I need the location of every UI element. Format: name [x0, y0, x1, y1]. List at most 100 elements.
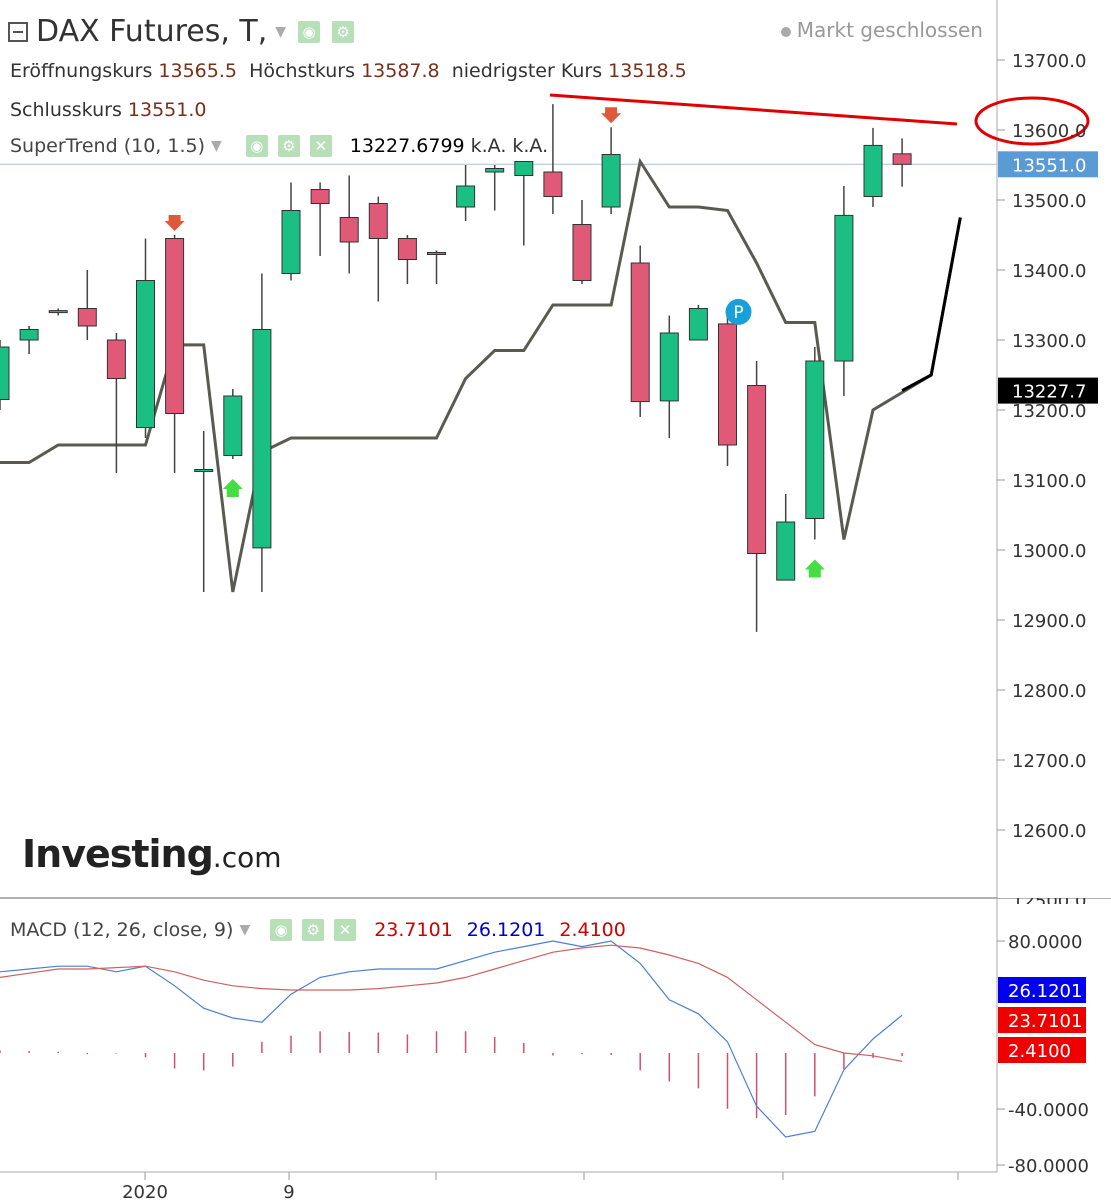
candle-up	[805, 360, 825, 519]
price-tick-label: 13100.0	[1012, 471, 1086, 492]
open-label: Eröffnungskurs	[10, 60, 153, 82]
last-price-label: 13551.0	[1012, 155, 1086, 176]
candle-up	[456, 185, 476, 208]
price-tick-label: 13200.0	[1012, 401, 1086, 422]
candle-up	[194, 469, 214, 472]
macd-value-signal: 23.7101	[374, 919, 453, 941]
macd-line	[0, 940, 903, 1138]
event-marker-icon	[725, 298, 752, 325]
ohlc-row: Eröffnungskurs 13565.5 Höchstkurs 13587.…	[10, 60, 687, 82]
macd-value-box-label: 26.1201	[1008, 981, 1082, 1002]
macd-legend: MACD (12, 26, close, 9) ▼ ◉ ⚙ ✕ 23.7101 …	[10, 919, 626, 941]
supertrend-na-1: k.A.	[470, 135, 507, 157]
market-status: Markt geschlossen	[780, 18, 983, 42]
logo-text: Investing	[22, 832, 214, 876]
macd-layer	[0, 940, 903, 1138]
macd-value-line: 26.1201	[466, 919, 546, 941]
supertrend-na-2: k.A.	[512, 135, 549, 157]
candle-up	[514, 161, 534, 176]
gear-icon[interactable]: ⚙	[302, 919, 325, 941]
markers-layer: P	[164, 107, 825, 578]
supertrend-value: 13227.6799	[349, 135, 465, 157]
macd-tick-label: 80.0000	[1008, 932, 1082, 953]
logo-suffix: .com	[212, 841, 282, 874]
candle-down	[747, 385, 767, 554]
candle-up	[0, 346, 10, 400]
macd-label[interactable]: MACD (12, 26, close, 9)	[10, 919, 234, 941]
signal-line	[0, 944, 903, 1062]
time-tick-label: 2020	[122, 1182, 168, 1203]
price-tick-label: 13500.0	[1012, 191, 1086, 212]
chart-title-row: DAX Futures, T, ▼ ◉ ⚙	[8, 14, 355, 49]
open-value: 13565.5	[158, 60, 237, 82]
close-icon[interactable]: ✕	[309, 135, 332, 157]
candle-down	[630, 262, 650, 403]
candle-up	[863, 144, 883, 197]
axis-clip	[998, 893, 1111, 898]
collapse-icon[interactable]	[8, 21, 28, 42]
candle-down	[397, 238, 417, 260]
price-tick-label: 13300.0	[1012, 331, 1086, 352]
macd-tick-label: -40.0000	[1008, 1100, 1089, 1121]
trendline-layer	[549, 93, 1090, 146]
gear-icon[interactable]: ⚙	[277, 135, 300, 157]
candle-up	[223, 395, 243, 456]
supertrend-line	[0, 157, 962, 593]
candle-down	[339, 217, 359, 243]
candle-up	[834, 214, 854, 362]
candle-down	[165, 238, 185, 414]
close-icon[interactable]: ✕	[334, 919, 357, 941]
price-tick-label: 13400.0	[1012, 261, 1086, 282]
macd-value-box	[998, 1007, 1086, 1033]
supertrend-legend: SuperTrend (10, 1.5) ▼ ◉ ⚙ ✕ 13227.6799 …	[10, 135, 548, 157]
price-tick-label: 13600.0	[1012, 121, 1086, 142]
candle-up	[281, 210, 301, 274]
sell-arrow-icon	[601, 107, 622, 124]
visibility-icon[interactable]: ◉	[298, 20, 321, 43]
visibility-icon[interactable]: ◉	[270, 919, 293, 941]
macd-value-box	[998, 1037, 1086, 1063]
price-tick-label: 13000.0	[1012, 541, 1086, 562]
gear-icon[interactable]: ⚙	[332, 20, 355, 43]
chevron-down-icon[interactable]: ▼	[239, 922, 251, 938]
sell-arrow-icon	[164, 215, 185, 231]
event-marker-label: P	[733, 303, 743, 323]
candle-down	[572, 224, 592, 281]
price-tick-label: 13700.0	[1012, 51, 1086, 72]
candle-up	[19, 329, 39, 341]
chevron-down-icon[interactable]: ▼	[275, 23, 287, 40]
supertrend-value-label: 13227.7	[1012, 382, 1086, 403]
close-row: Schlusskurs 13551.0	[10, 99, 206, 121]
candle-up	[601, 154, 621, 208]
candle-down	[892, 153, 912, 165]
close-label: Schlusskurs	[10, 99, 122, 121]
candle-up	[427, 252, 446, 255]
candles-layer	[0, 104, 912, 632]
price-axis: 13700.0 13600.0 13500.0 13400.0 13300.0 13200…	[997, 51, 1111, 1177]
price-tick-label: 12600.0	[1012, 821, 1086, 842]
price-tick-label: 12900.0	[1012, 611, 1086, 632]
macd-value-hist: 2.4100	[559, 919, 626, 941]
candle-up	[48, 310, 68, 314]
candle-down	[718, 323, 737, 446]
low-value: 13518.5	[608, 60, 687, 82]
candle-up	[659, 332, 679, 402]
high-label: Höchstkurs	[249, 60, 356, 82]
candle-down	[77, 308, 97, 327]
visibility-icon[interactable]: ◉	[245, 135, 268, 157]
supertrend-label[interactable]: SuperTrend (10, 1.5)	[10, 135, 206, 157]
candle-down	[310, 189, 330, 204]
macd-value-box-label: 23.7101	[1008, 1011, 1082, 1032]
macd-value-box	[998, 977, 1086, 1003]
supertrend-value-box	[998, 377, 1098, 404]
candle-down	[106, 339, 126, 379]
highlight-ellipse	[974, 96, 1090, 146]
candle-up	[688, 308, 708, 341]
price-tick-label: 12800.0	[1012, 681, 1086, 702]
candle-up	[776, 521, 796, 581]
macd-value-box-label: 2.4100	[1008, 1041, 1071, 1062]
market-status-text: Markt geschlossen	[796, 18, 983, 42]
candle-down	[368, 203, 388, 239]
chevron-down-icon[interactable]: ▼	[211, 138, 222, 154]
close-value: 13551.0	[127, 99, 207, 121]
